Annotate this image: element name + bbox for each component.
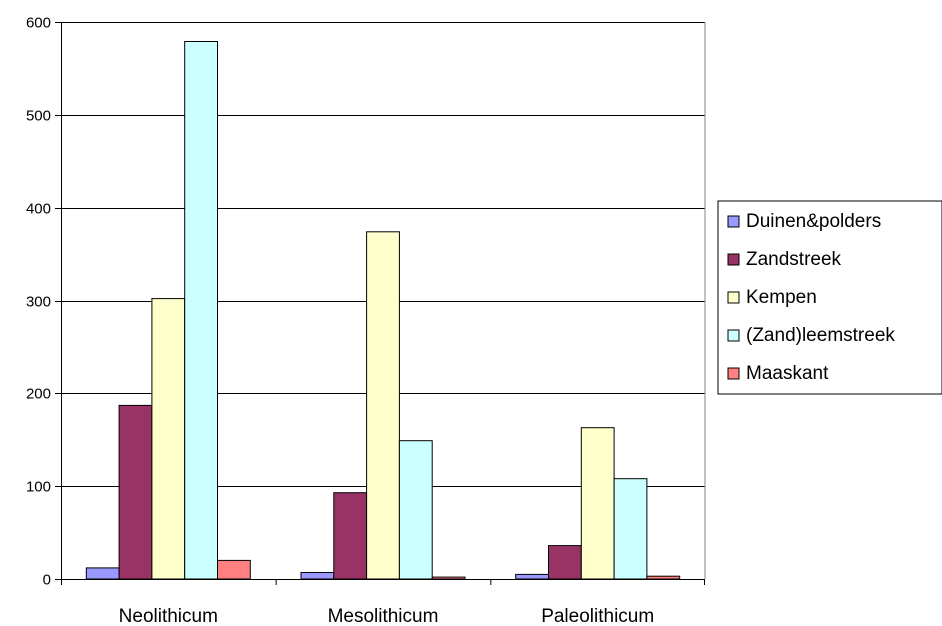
bar-maaskant-paleolithicum	[646, 575, 681, 580]
legend-swatch	[727, 291, 740, 304]
legend-swatch	[727, 253, 740, 266]
x-axis-ticks: Neolithicum Mesolithicum Paleolithicum	[61, 579, 705, 626]
bar-zand-leemstreek-paleolithicum	[613, 478, 648, 580]
bar-duinen-polders-mesolithicum	[300, 572, 335, 580]
legend: Duinen&polders Zandstreek Kempen (Zand)leem…	[717, 200, 942, 395]
legend-swatch	[727, 367, 740, 380]
bar-zandstreek-mesolithicum	[333, 492, 368, 580]
y-tick-label: 400	[26, 201, 51, 218]
axes	[61, 22, 706, 580]
bar-kempen-neolithicum	[151, 298, 186, 580]
legend-swatch	[727, 215, 740, 228]
bar-zandstreek-paleolithicum	[548, 545, 582, 580]
legend-label: Kempen	[746, 287, 817, 308]
legend-box	[717, 200, 942, 395]
bars	[85, 41, 681, 580]
y-tick-label: 0	[43, 572, 51, 589]
y-tick-label: 100	[26, 479, 51, 496]
bar-duinen-polders-neolithicum	[85, 567, 120, 580]
y-tick-label: 600	[26, 15, 51, 32]
y-tick-label: 300	[26, 294, 51, 311]
legend-swatch	[727, 329, 740, 342]
legend-label: (Zand)leemstreek	[746, 325, 895, 346]
bar-maaskant-neolithicum	[217, 559, 251, 580]
bar-zandstreek-neolithicum	[118, 404, 153, 580]
legend-label: Zandstreek	[746, 249, 842, 270]
bar-zand-leemstreek-mesolithicum	[398, 440, 433, 580]
y-tick-label: 500	[26, 108, 51, 125]
bar-maaskant-mesolithicum	[431, 576, 466, 580]
x-tick-label: Neolithicum	[119, 606, 218, 626]
legend-label: Maaskant	[746, 363, 829, 384]
bar-duinen-polders-paleolithicum	[515, 573, 550, 580]
legend-label: Duinen&polders	[746, 211, 881, 232]
y-tick-label: 200	[26, 386, 51, 403]
bar-zand-leemstreek-neolithicum	[184, 41, 218, 580]
bar-kempen-paleolithicum	[580, 427, 615, 580]
bar-kempen-mesolithicum	[366, 231, 400, 580]
x-tick-label: Mesolithicum	[328, 606, 439, 626]
x-tick-label: Paleolithicum	[541, 606, 654, 626]
y-axis-ticks: 0 100 200 300 400 500 600	[26, 15, 61, 589]
